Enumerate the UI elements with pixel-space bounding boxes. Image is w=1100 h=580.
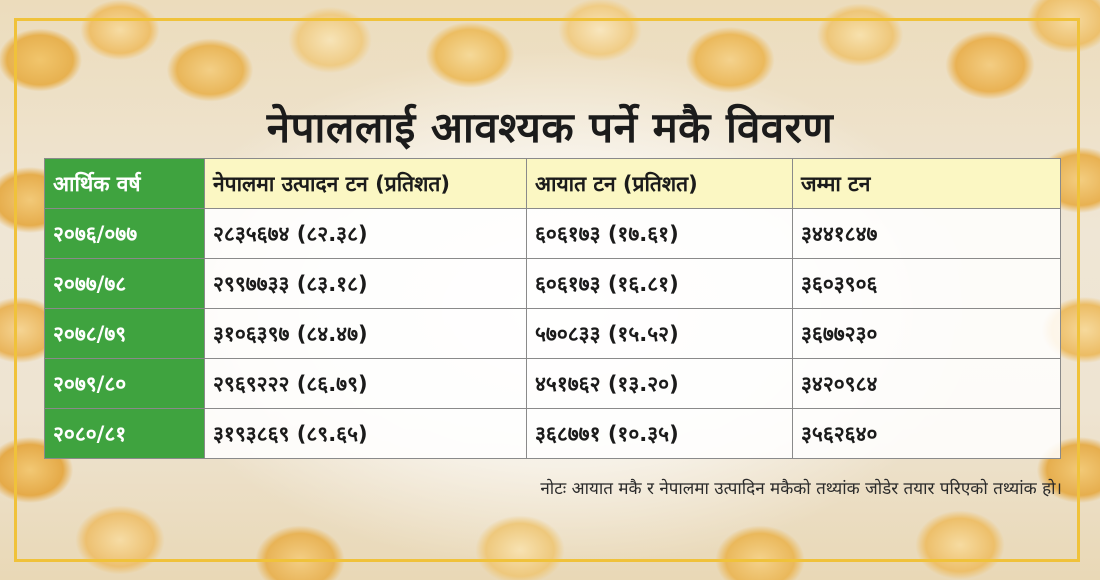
- footnote: नोटः आयात मकै र नेपालमा उत्पादिन मकैको त…: [540, 479, 1062, 499]
- header-total: जम्मा टन: [792, 158, 1061, 209]
- total-cell: ३५६२६४०: [792, 408, 1061, 459]
- production-cell: २८३५६७४ (८२.३८): [204, 208, 527, 259]
- total-cell: ३४२०९८४: [792, 358, 1061, 409]
- fiscal-year-cell: २०७६/०७७: [44, 208, 205, 259]
- production-cell: ३१०६३९७ (८४.४७): [204, 308, 527, 359]
- header-fiscal-year: आर्थिक वर्ष: [44, 158, 205, 209]
- production-cell: २९६९२२२ (८६.७९): [204, 358, 527, 409]
- yellow-frame: [14, 18, 1080, 562]
- production-cell: २९९७७३३ (८३.१८): [204, 258, 527, 309]
- header-import: आयात टन (प्रतिशत): [526, 158, 793, 209]
- production-cell: ३१९३८६९ (८९.६५): [204, 408, 527, 459]
- table-header-row: आर्थिक वर्ष नेपालमा उत्पादन टन (प्रतिशत)…: [44, 158, 1061, 209]
- table-row: २०८०/८१ ३१९३८६९ (८९.६५) ३६८७७१ (१०.३५) ३…: [44, 408, 1061, 459]
- fiscal-year-cell: २०७७/७८: [44, 258, 205, 309]
- header-production: नेपालमा उत्पादन टन (प्रतिशत): [204, 158, 527, 209]
- table-row: २०७७/७८ २९९७७३३ (८३.१८) ६०६१७३ (१६.८१) ३…: [44, 258, 1061, 309]
- import-cell: ५७०८३३ (१५.५२): [526, 308, 793, 359]
- maize-data-table: आर्थिक वर्ष नेपालमा उत्पादन टन (प्रतिशत)…: [44, 158, 1061, 459]
- import-cell: ३६८७७१ (१०.३५): [526, 408, 793, 459]
- total-cell: ३६०३९०६: [792, 258, 1061, 309]
- total-cell: ३४४१८४७: [792, 208, 1061, 259]
- fiscal-year-cell: २०८०/८१: [44, 408, 205, 459]
- total-cell: ३६७७२३०: [792, 308, 1061, 359]
- table-row: २०७९/८० २९६९२२२ (८६.७९) ४५१७६२ (१३.२०) ३…: [44, 358, 1061, 409]
- import-cell: ४५१७६२ (१३.२०): [526, 358, 793, 409]
- fiscal-year-cell: २०७९/८०: [44, 358, 205, 409]
- fiscal-year-cell: २०७८/७९: [44, 308, 205, 359]
- table-row: २०७८/७९ ३१०६३९७ (८४.४७) ५७०८३३ (१५.५२) ३…: [44, 308, 1061, 359]
- import-cell: ६०६१७३ (१६.८१): [526, 258, 793, 309]
- page-title: नेपाललाई आवश्यक पर्ने मकै विवरण: [266, 103, 834, 152]
- table-row: २०७६/०७७ २८३५६७४ (८२.३८) ६०६१७३ (१७.६१) …: [44, 208, 1061, 259]
- import-cell: ६०६१७३ (१७.६१): [526, 208, 793, 259]
